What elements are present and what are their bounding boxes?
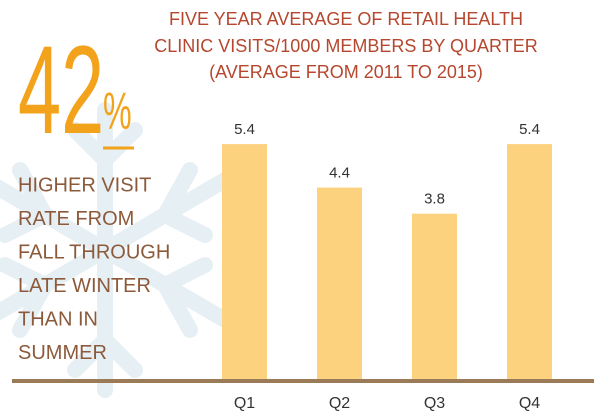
stat-unit: % [103,83,132,141]
value-label: 4.4 [329,165,350,182]
x-tick-label: Q4 [519,395,540,412]
chart-title: (AVERAGE FROM 2011 TO 2015) [209,62,483,82]
chart-title: FIVE YEAR AVERAGE OF RETAIL HEALTH [169,9,523,29]
value-label: 5.4 [234,121,255,138]
note-line: SUMMER [18,342,107,364]
note-line: HIGHER VISIT [18,174,151,196]
value-label: 5.4 [519,121,540,138]
note-line: LATE WINTER [18,275,151,297]
chart: FIVE YEAR AVERAGE OF RETAIL HEALTH CLINI… [0,0,608,417]
bar [317,188,362,379]
x-tick-label: Q1 [234,395,255,412]
x-tick-label: Q2 [329,395,350,412]
note-line: THAN IN [18,308,98,330]
bar [507,144,552,379]
bar [222,144,267,379]
stat-number: 42 [18,21,104,160]
note-line: FALL THROUGH [18,241,170,263]
bar [412,214,457,379]
note-line: RATE FROM [18,208,134,230]
x-tick-label: Q3 [424,395,445,412]
chart-title: CLINIC VISITS/1000 MEMBERS BY QUARTER [154,36,537,56]
value-label: 3.8 [424,191,445,208]
